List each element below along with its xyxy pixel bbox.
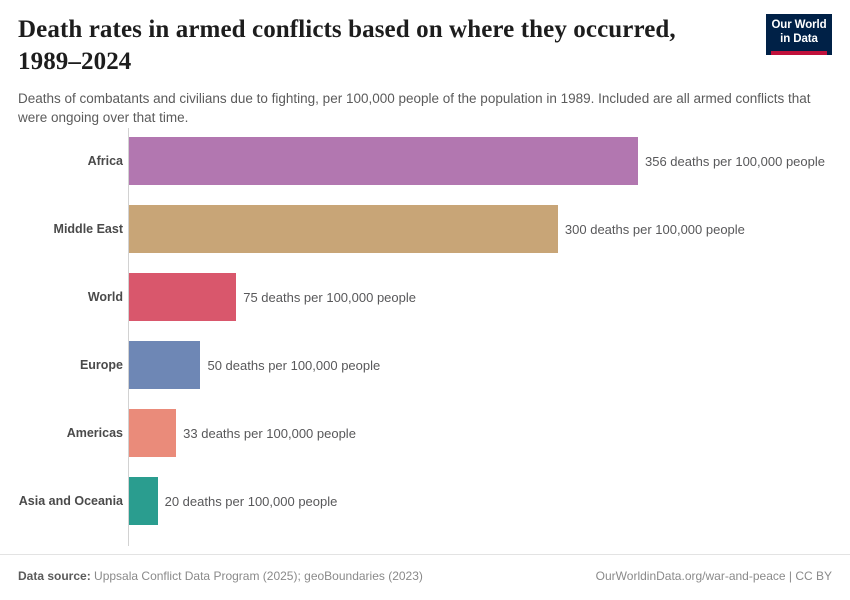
logo-underline: [771, 51, 827, 56]
bar-value-label: 50 deaths per 100,000 people: [207, 357, 381, 373]
our-world-in-data-logo[interactable]: Our World in Data: [766, 14, 832, 56]
logo-line-1: Our World: [771, 19, 827, 31]
bar-value-label: 300 deaths per 100,000 people: [564, 221, 745, 237]
bar-rect[interactable]: [129, 205, 558, 253]
bar-category-label: Africa: [87, 154, 123, 168]
logo-line-2: in Data: [780, 32, 818, 45]
bar-value-label: 33 deaths per 100,000 people: [183, 425, 356, 441]
bar-rect[interactable]: [129, 409, 177, 457]
bar-chart: Africa 356 deaths per 100,000 people Middl…: [0, 128, 850, 546]
bar-rect[interactable]: [129, 273, 237, 321]
chart-subtitle: Deaths of combatants and civilians due t…: [18, 91, 811, 126]
bar-category-label: Americas: [66, 426, 123, 440]
bar-row[interactable]: Europe 50 deaths per 100,000 people: [0, 341, 850, 389]
bar-row[interactable]: World 75 deaths per 100,000 people: [0, 273, 850, 321]
bar-rect[interactable]: [129, 341, 201, 389]
bar-row[interactable]: Africa 356 deaths per 100,000 people: [0, 137, 850, 185]
attribution-link[interactable]: OurWorldinData.org/war-and-peace | CC BY: [595, 569, 832, 583]
bar-rect[interactable]: [129, 477, 158, 525]
chart-header: Death rates in armed conflicts based on …: [0, 0, 850, 128]
bar-category-label: Europe: [79, 358, 123, 372]
bar-row[interactable]: Americas 33 deaths per 100,000 people: [0, 409, 850, 457]
bar-value-label: 75 deaths per 100,000 people: [243, 289, 416, 305]
y-axis-line: [128, 128, 129, 546]
bar-row[interactable]: Asia and Oceania 20 deaths per 100,000 pe…: [0, 477, 850, 525]
bar-rect[interactable]: [129, 137, 638, 185]
data-source-text: Uppsala Conflict Data Program (2025); ge…: [94, 569, 423, 583]
bar-value-label: 356 deaths per 100,000 people: [645, 153, 825, 169]
bar-value-label: 20 deaths per 100,000 people: [164, 493, 338, 509]
page-title: Death rates in armed conflicts based on …: [18, 16, 676, 75]
chart-footer: Data source: Uppsala Conflict Data Progr…: [0, 554, 850, 600]
data-source-label: Data source:: [18, 569, 91, 583]
bar-row[interactable]: Middle East 300 deaths per 100,000 people: [0, 205, 850, 253]
bar-category-label: Middle East: [53, 222, 123, 236]
bar-category-label: Asia and Oceania: [18, 494, 123, 508]
bar-category-label: World: [87, 290, 123, 304]
data-source: Data source: Uppsala Conflict Data Progr…: [18, 569, 423, 583]
